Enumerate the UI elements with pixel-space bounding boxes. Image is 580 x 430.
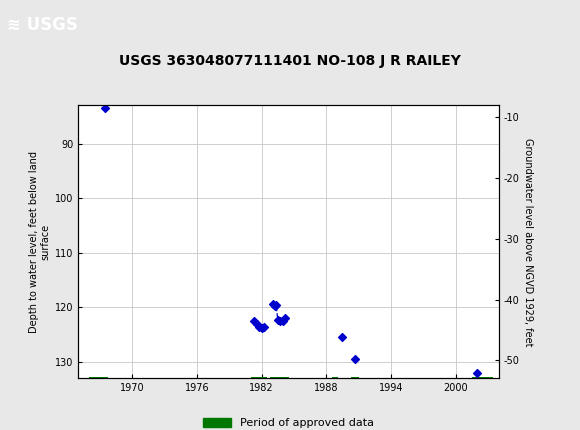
Y-axis label: Groundwater level above NGVD 1929, feet: Groundwater level above NGVD 1929, feet <box>523 138 534 346</box>
Point <box>269 300 278 307</box>
Point <box>276 318 285 325</box>
Point <box>281 315 290 322</box>
Point <box>252 320 262 327</box>
Legend: Period of approved data: Period of approved data <box>199 414 378 430</box>
Point <box>249 318 259 325</box>
Y-axis label: Depth to water level, feet below land
surface: Depth to water level, feet below land su… <box>29 151 51 333</box>
Bar <box>270 377 289 383</box>
Point <box>259 323 269 330</box>
Point <box>473 369 482 376</box>
Point <box>338 334 347 341</box>
Point <box>254 323 263 330</box>
Text: USGS 363048077111401 NO-108 J R RAILEY: USGS 363048077111401 NO-108 J R RAILEY <box>119 54 461 68</box>
Text: ≋ USGS: ≋ USGS <box>7 16 78 34</box>
Bar <box>89 377 108 383</box>
Point <box>273 316 282 323</box>
Bar <box>251 377 267 383</box>
Point <box>271 301 281 308</box>
Point <box>270 302 279 309</box>
Point <box>351 356 360 363</box>
Bar <box>351 377 358 383</box>
Point <box>100 104 110 111</box>
Bar <box>332 377 338 383</box>
Bar <box>472 377 494 383</box>
Point <box>257 325 266 332</box>
Point <box>278 317 287 324</box>
